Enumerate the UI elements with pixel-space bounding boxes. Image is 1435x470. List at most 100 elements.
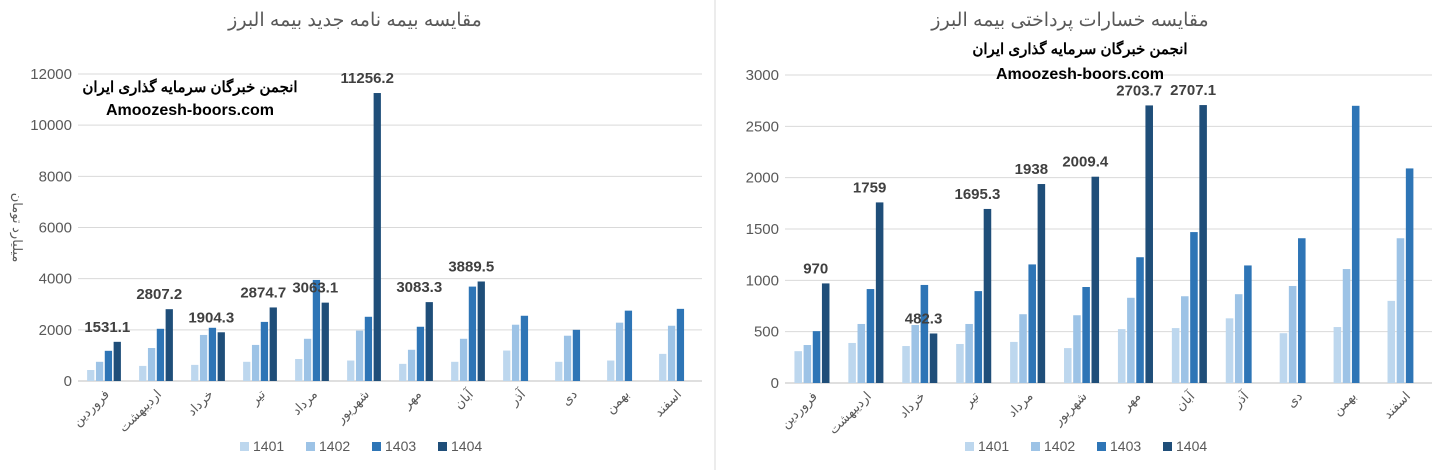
bar-1401: [794, 351, 802, 383]
data-label: 2707.1: [1170, 82, 1216, 99]
bar-1404: [321, 302, 329, 381]
bar-1402: [355, 330, 364, 381]
bar-1403: [312, 279, 321, 381]
bar-1402: [1396, 238, 1405, 383]
x-tick-label: اسفند: [1380, 389, 1413, 422]
legend-label: 1401: [978, 438, 1009, 454]
chart-title: مقایسه خسارات پرداختی بیمه البرز: [930, 10, 1208, 31]
bar-1402: [1019, 314, 1027, 383]
data-label: 3063.1: [292, 280, 338, 297]
bar-1403: [624, 310, 633, 381]
data-label: 2703.7: [1116, 82, 1162, 99]
bar-1404: [425, 302, 433, 381]
bar-1403: [520, 315, 529, 381]
x-tick-label: فروردین: [70, 387, 113, 430]
bar-1401: [607, 360, 615, 381]
legend-label: 1404: [1176, 438, 1207, 454]
data-label: 1759: [853, 179, 886, 196]
data-label: 1904.3: [188, 309, 234, 326]
bar-1403: [1351, 105, 1360, 384]
bar-1404: [373, 93, 381, 382]
bar-1402: [857, 323, 866, 383]
bar-1401: [347, 360, 355, 381]
bar-1404: [165, 309, 173, 381]
data-label: 482.3: [905, 310, 943, 327]
x-tick-label: دی: [558, 386, 580, 408]
data-label: 1531.1: [84, 319, 130, 336]
bar-1403: [920, 284, 929, 383]
bar-1403: [468, 286, 477, 381]
bar-1401: [555, 361, 563, 381]
x-tick-label: بهمن: [602, 387, 632, 417]
data-label: 3889.5: [448, 258, 494, 275]
bar-1404: [821, 283, 830, 383]
data-label: 2009.4: [1062, 154, 1109, 171]
bar-1404: [269, 307, 277, 381]
bar-1403: [260, 321, 269, 381]
data-label: 3083.3: [396, 279, 442, 296]
y-axis-label: میلیارد تومان: [9, 193, 25, 263]
bar-1403: [1405, 168, 1414, 383]
bar-1404: [1199, 105, 1207, 383]
bar-1401: [295, 358, 303, 381]
bar-1403: [1082, 287, 1090, 383]
x-tick-label: اردیبهشت: [826, 389, 875, 438]
bar-1403: [104, 350, 113, 381]
bar-1402: [95, 361, 104, 381]
legend-swatch: [438, 442, 447, 451]
bar-1404: [217, 332, 225, 381]
bar-1403: [416, 326, 425, 381]
bar-1402: [303, 338, 312, 381]
bar-1403: [1190, 232, 1198, 383]
bar-1403: [866, 289, 875, 383]
bar-1401: [399, 363, 407, 381]
bar-1401: [1171, 328, 1180, 383]
bar-1403: [812, 331, 821, 383]
y-tick-label: 0: [64, 373, 72, 390]
bar-1402: [511, 324, 520, 381]
bar-1402: [199, 334, 208, 381]
x-tick-label: آبان: [1172, 387, 1199, 414]
bar-1401: [139, 365, 147, 381]
legend-label: 1404: [451, 438, 482, 454]
watermark-url: Amoozesh-boors.com: [106, 102, 274, 119]
bar-1401: [1279, 333, 1288, 383]
chart-1: مقایسه بیمه نامه جدید بیمه البرز 0 2000 400…: [9, 10, 702, 454]
x-tick-label: فروردین: [777, 389, 820, 432]
bar-1401: [1225, 318, 1234, 383]
y-tick-label: 10000: [30, 117, 72, 134]
x-tick-label: آبان: [450, 385, 477, 412]
x-tick-label: دی: [1283, 388, 1305, 410]
bar-1404: [1091, 176, 1100, 383]
chart-2: مقایسه خسارات پرداختی بیمه البرز 0 500 1000…: [746, 10, 1432, 454]
y-tick-label: 6000: [39, 220, 72, 237]
bar-1404: [929, 333, 938, 383]
bar-1401: [659, 353, 667, 381]
y-tick-label: 8000: [39, 168, 72, 185]
x-tick-label: خرداد: [184, 387, 217, 420]
y-tick-label: 2000: [746, 170, 779, 187]
y-tick-label: 1000: [746, 272, 779, 289]
bar-1401: [1117, 329, 1126, 383]
watermark-url: Amoozesh-boors.com: [996, 66, 1164, 83]
x-tick-label: تیر: [960, 388, 983, 411]
bar-1401: [1064, 348, 1072, 383]
x-tick-label: اسفند: [651, 387, 684, 420]
bar-1404: [1145, 105, 1153, 383]
legend-swatch: [372, 442, 381, 451]
x-tick-label: بهمن: [1330, 389, 1360, 419]
bar-1402: [911, 324, 919, 383]
bar-1401: [848, 342, 856, 383]
bar-1402: [615, 322, 624, 381]
x-tick-label: آذر: [1228, 387, 1253, 412]
bar-1403: [208, 327, 217, 381]
bar-1402: [563, 335, 572, 381]
y-tick-label: 3000: [746, 67, 779, 84]
legend-label: 1401: [253, 438, 284, 454]
bar-1402: [1288, 285, 1297, 383]
bar-1402: [667, 325, 676, 381]
bar-1401: [451, 361, 459, 381]
x-tick-label: شهریور: [332, 387, 373, 428]
watermark-text: انجمن خبرگان سرمایه گذاری ایران: [82, 78, 297, 96]
